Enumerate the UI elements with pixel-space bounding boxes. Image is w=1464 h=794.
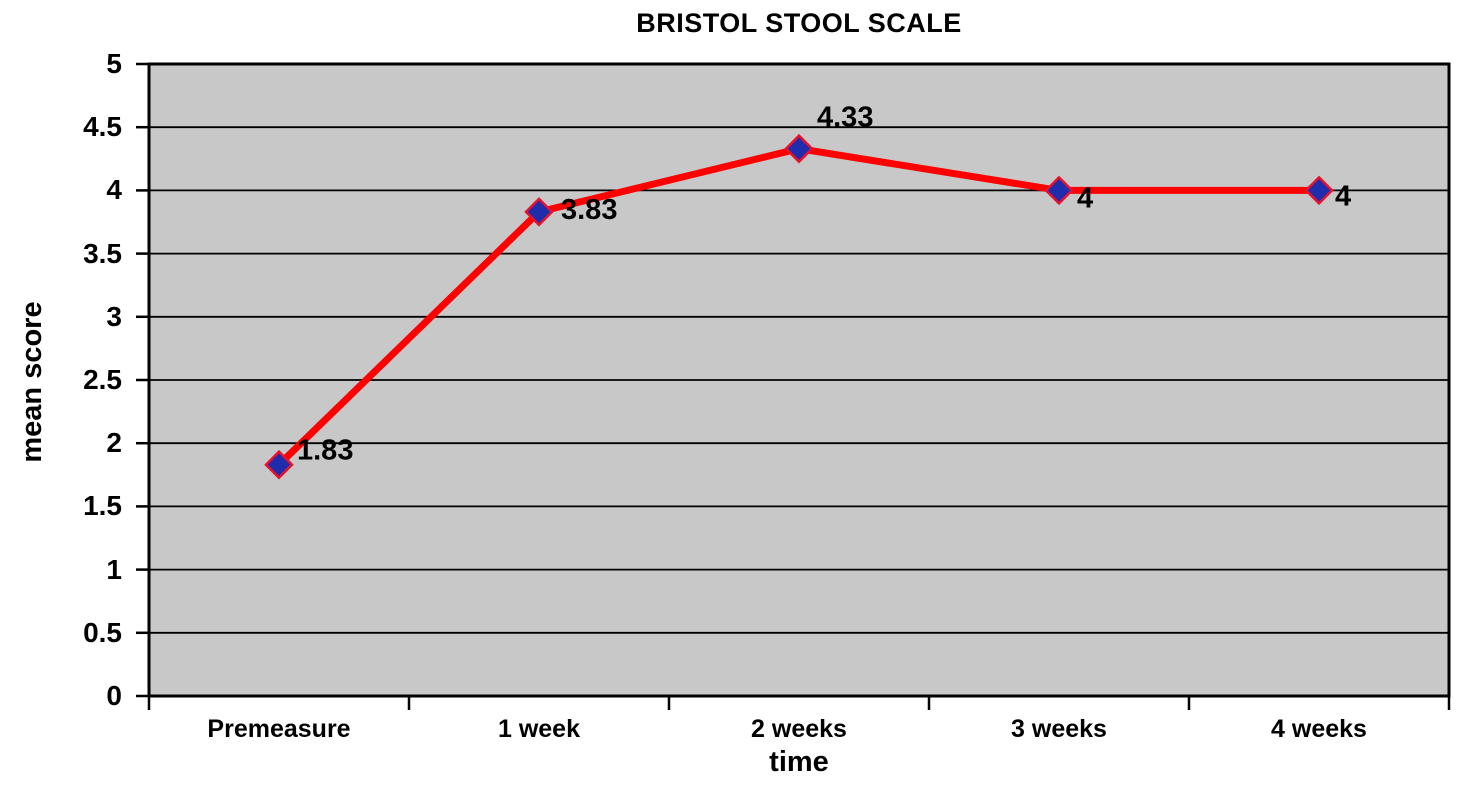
data-point-label: 3.83 [561,194,617,226]
y-tick-label: 5 [106,48,122,79]
y-tick-label: 1.5 [83,490,122,522]
data-point-marker [264,449,294,480]
y-tick-label: 2 [106,427,122,459]
x-category-label: 2 weeks [751,715,847,743]
data-point-marker [1304,175,1334,206]
y-tick-label: 1 [106,553,122,585]
y-tick-label: 0.5 [83,616,122,648]
data-point-marker [784,133,814,164]
x-category-label: 4 weeks [1271,715,1367,743]
y-tick-label: 3.5 [83,237,122,269]
chart-title: BRISTOL STOOL SCALE [636,8,962,38]
y-tick-label: 3 [106,300,122,332]
y-tick-label: 4.5 [83,111,122,143]
x-axis-title: time [769,746,829,778]
x-category-label: Premeasure [207,715,351,743]
data-point-marker [1044,175,1074,206]
data-point-label: 4 [1335,180,1351,212]
data-point-marker [524,197,554,227]
x-category-label: 3 weeks [1011,715,1107,743]
y-tick-label: 2.5 [83,364,122,395]
x-category-label: 1 week [497,715,580,743]
data-point-label: 4.33 [817,102,873,134]
data-point-label: 1.83 [297,435,353,467]
y-tick-label: 0 [106,680,122,711]
data-point-label: 4 [1077,182,1093,214]
y-tick-label: 4 [106,174,122,206]
